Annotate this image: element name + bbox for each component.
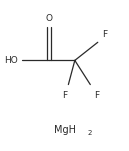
Text: O: O (46, 14, 53, 23)
Text: F: F (102, 29, 107, 39)
Text: F: F (94, 91, 99, 100)
Text: F: F (62, 91, 67, 100)
Text: 2: 2 (87, 130, 91, 136)
Text: HO: HO (4, 56, 18, 65)
Text: MgH: MgH (54, 125, 76, 135)
